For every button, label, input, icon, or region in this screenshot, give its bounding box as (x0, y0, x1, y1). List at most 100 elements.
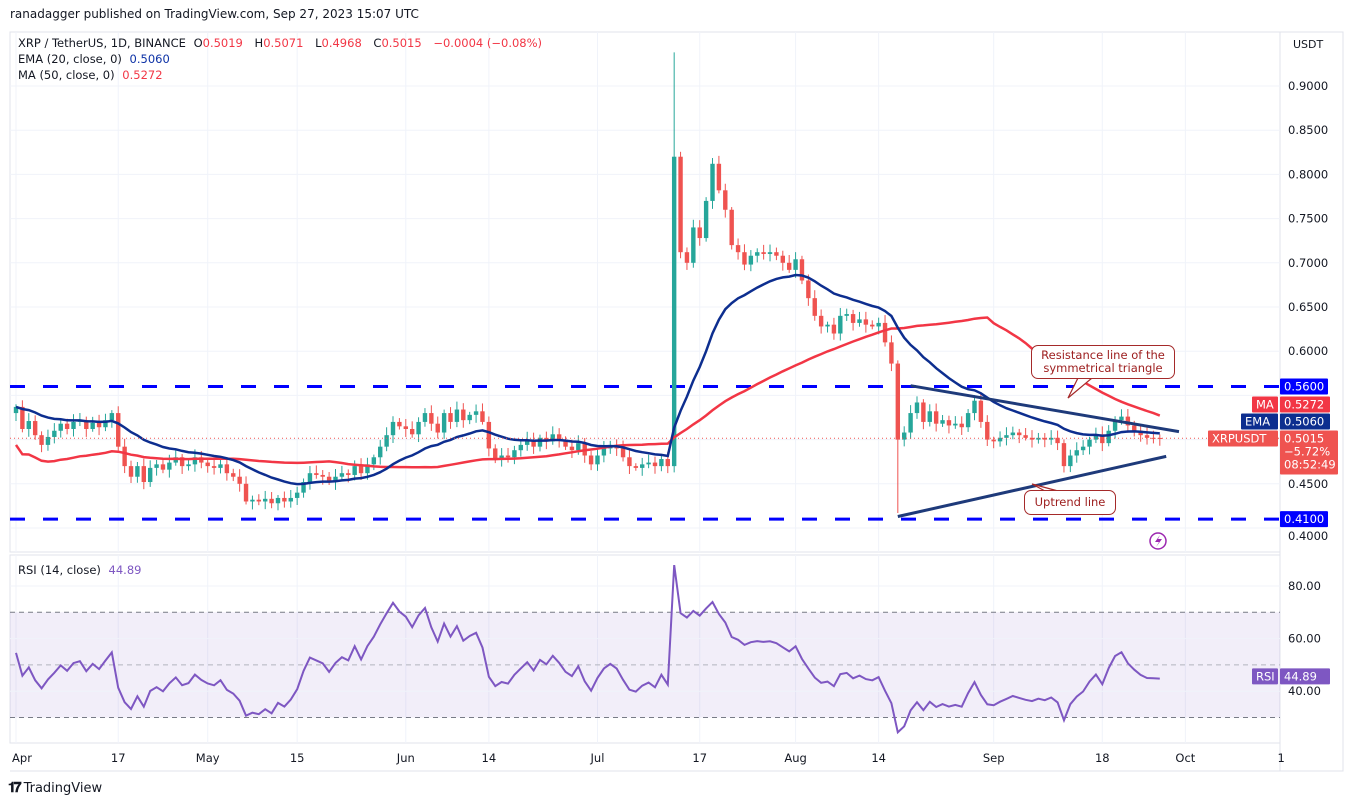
time-axis-label: 17 (111, 751, 126, 765)
candle-up (1119, 416, 1124, 421)
high-value: 0.5071 (263, 36, 304, 50)
candle-down (588, 455, 594, 465)
candle-down (563, 439, 568, 447)
candle-down (32, 421, 38, 436)
candle-down (256, 499, 262, 502)
support-price-tag-bg (1280, 511, 1328, 528)
candle-up (275, 497, 281, 504)
candle-up (671, 156, 677, 467)
candle-down (684, 252, 690, 263)
candle-up (135, 466, 140, 477)
candle-down (429, 413, 434, 424)
last-price-tag: 0.5015 (1284, 432, 1324, 446)
candle-down (556, 434, 562, 440)
candle-up (294, 492, 300, 498)
callout-pointer (1031, 483, 1059, 492)
rsi-legend[interactable]: RSI (14, close) 44.89 (18, 563, 145, 577)
tradingview-logo[interactable]: 𝟏𝟕 TradingView (8, 780, 102, 796)
candle-up (953, 423, 958, 426)
ma-label: MA (50, close, 0) (18, 68, 115, 82)
candle-up (1068, 455, 1073, 467)
candle-down (326, 476, 332, 483)
candle-up (972, 400, 977, 414)
candle-down (160, 464, 166, 470)
price-axis-label: 0.8000 (1288, 167, 1328, 181)
candle-down (818, 315, 824, 327)
rsi-axis-label: 60.00 (1288, 632, 1321, 646)
candle-down (448, 413, 453, 422)
candle-down (397, 421, 402, 427)
time-axis-label: 14 (482, 751, 497, 765)
candle-up (576, 443, 581, 451)
candle-down (1023, 435, 1028, 438)
logo-text: TradingView (23, 780, 103, 796)
resistance-price-tag-bg (1280, 378, 1328, 395)
candle-down (882, 322, 888, 343)
candle-down (729, 209, 734, 246)
candle-down (486, 421, 492, 449)
candle-up (1010, 432, 1016, 436)
ma-name-tag: MA (1256, 398, 1274, 412)
candle-down (480, 411, 485, 422)
candle-up (825, 324, 830, 327)
candle-down (122, 446, 127, 467)
candle-up (13, 406, 19, 414)
candle-down (870, 324, 875, 327)
candle-up (422, 413, 428, 422)
high-label: H (254, 36, 264, 50)
candle-up (908, 413, 913, 433)
candle-up (441, 413, 447, 433)
price-axis-label: 0.7000 (1288, 256, 1328, 270)
candle-down (959, 423, 964, 428)
candle-up (710, 163, 715, 201)
candle-up (71, 421, 76, 429)
open-value: 0.5019 (202, 36, 243, 50)
candle-down (933, 411, 939, 424)
candle-up (997, 437, 1003, 442)
candle-up (167, 462, 172, 470)
symbol-name-tag-bg (1208, 430, 1278, 447)
resistance-trendline (910, 384, 1180, 434)
ema-price-tag: 0.5060 (1284, 415, 1324, 429)
candle-up (1080, 446, 1086, 451)
candle-up (748, 255, 754, 265)
candle-up (703, 200, 709, 239)
ma-price-tag-bg (1280, 396, 1330, 413)
candle-up (1087, 439, 1092, 447)
candle-down (1055, 437, 1060, 444)
time-axis-label: 17 (692, 751, 707, 765)
low-label: L (315, 36, 322, 50)
candle-up (793, 259, 798, 270)
price-axis-label: 0.7500 (1288, 212, 1328, 226)
candle-down (64, 423, 70, 429)
price-axis-label: 0.9000 (1288, 79, 1328, 93)
lightning-icon[interactable] (1149, 532, 1167, 550)
candle-up (518, 444, 524, 451)
candle-down (774, 252, 779, 256)
candle-down (1132, 425, 1137, 431)
ema-legend[interactable]: EMA (20, close, 0) 0.5060 (18, 52, 174, 66)
ma-legend[interactable]: MA (50, close, 0) 0.5272 (18, 68, 167, 82)
candle-up (838, 315, 843, 334)
candle-down (269, 498, 274, 504)
candle-down (991, 439, 996, 442)
time-axis-label: Aug (784, 751, 806, 765)
symbol-name-tag: XRPUSDT (1212, 432, 1267, 446)
candle-down (863, 319, 869, 325)
rsi-value-tag: 44.89 (1284, 669, 1317, 683)
resistance-price-tag: 0.5600 (1284, 380, 1324, 394)
candle-up (1048, 437, 1054, 440)
ema-price-tag-bg (1280, 413, 1330, 430)
ema-value: 0.5060 (129, 52, 170, 66)
candle-up (333, 476, 338, 483)
uptrend-callout[interactable]: Uptrend line (1024, 490, 1116, 515)
lightning-icon-bolt (1155, 535, 1162, 547)
time-axis-label: 18 (1095, 751, 1110, 765)
lightning-icon-circle (1149, 532, 1167, 550)
candle-down (403, 426, 408, 429)
candle-up (371, 457, 377, 465)
symbol-legend: XRP / TetherUS, 1D, BINANCE O0.5019 H0.5… (18, 36, 546, 50)
candle-up (550, 434, 555, 442)
resistance-callout[interactable]: Resistance line of the symmetrical trian… (1031, 345, 1175, 379)
